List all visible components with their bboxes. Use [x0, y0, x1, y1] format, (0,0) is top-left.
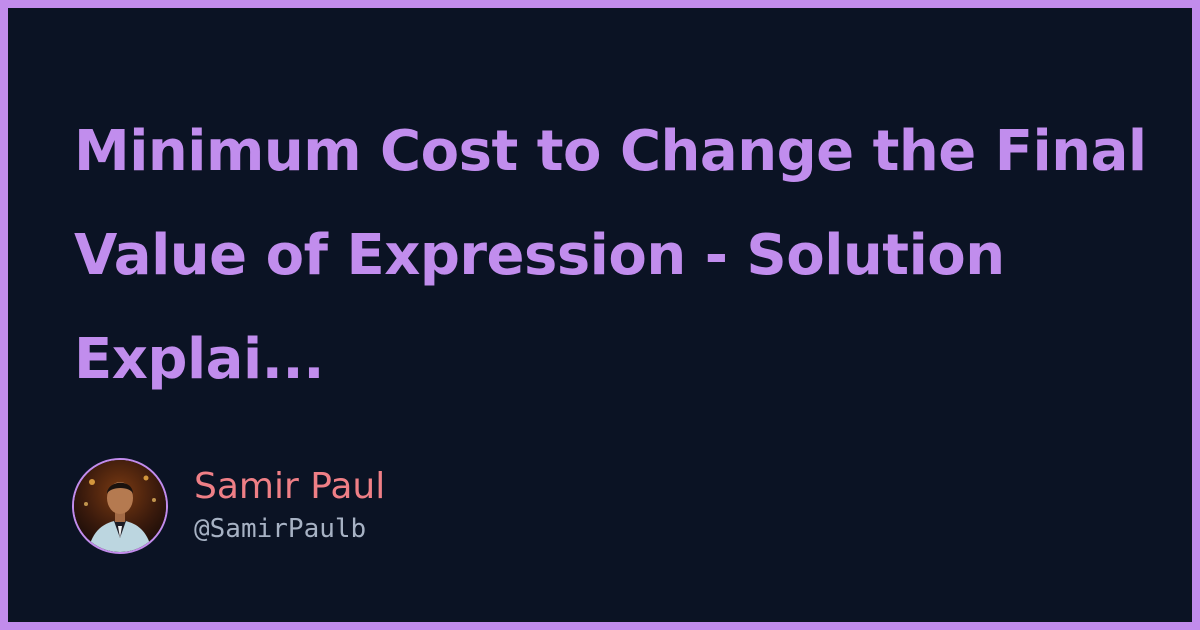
og-card: Minimum Cost to Change the Final Value o…: [8, 8, 1192, 622]
avatar: [72, 458, 168, 554]
page-title: Minimum Cost to Change the Final Value o…: [74, 119, 1147, 392]
author-info: Samir Paul @SamirPaulb: [194, 465, 385, 547]
author-block: Samir Paul @SamirPaulb: [72, 458, 385, 554]
author-photo-icon: [74, 460, 166, 552]
author-handle: @SamirPaulb: [194, 514, 367, 544]
author-name: Samir Paul: [194, 466, 386, 507]
